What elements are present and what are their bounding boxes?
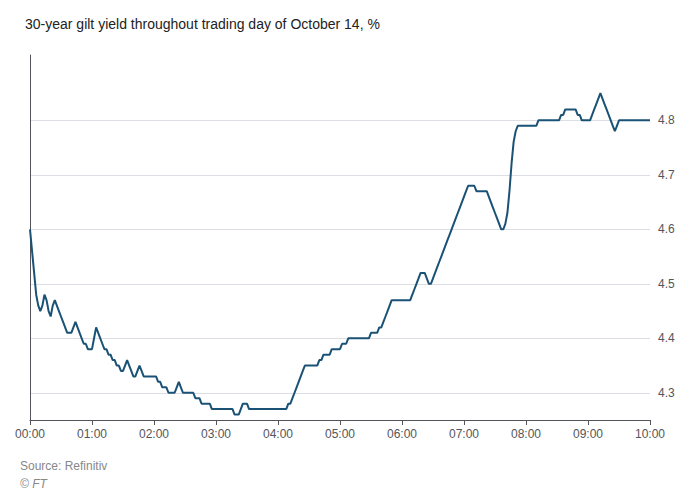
svg-text:09:00: 09:00 <box>573 427 603 441</box>
svg-text:03:00: 03:00 <box>201 427 231 441</box>
svg-text:06:00: 06:00 <box>387 427 417 441</box>
svg-text:02:00: 02:00 <box>139 427 169 441</box>
svg-text:04:00: 04:00 <box>263 427 293 441</box>
svg-text:4.5: 4.5 <box>658 277 675 291</box>
svg-text:07:00: 07:00 <box>449 427 479 441</box>
svg-text:05:00: 05:00 <box>325 427 355 441</box>
svg-text:4.6: 4.6 <box>658 222 675 236</box>
svg-text:00:00: 00:00 <box>15 427 45 441</box>
svg-text:© FT: © FT <box>20 477 49 491</box>
svg-text:08:00: 08:00 <box>511 427 541 441</box>
svg-text:30-year gilt yield throughout: 30-year gilt yield throughout trading da… <box>25 16 380 32</box>
svg-text:Source: Refinitiv: Source: Refinitiv <box>20 459 107 473</box>
svg-text:4.4: 4.4 <box>658 331 675 345</box>
svg-text:4.7: 4.7 <box>658 168 675 182</box>
svg-text:10:00: 10:00 <box>635 427 665 441</box>
svg-text:4.8: 4.8 <box>658 113 675 127</box>
svg-text:4.3: 4.3 <box>658 386 675 400</box>
svg-text:01:00: 01:00 <box>77 427 107 441</box>
